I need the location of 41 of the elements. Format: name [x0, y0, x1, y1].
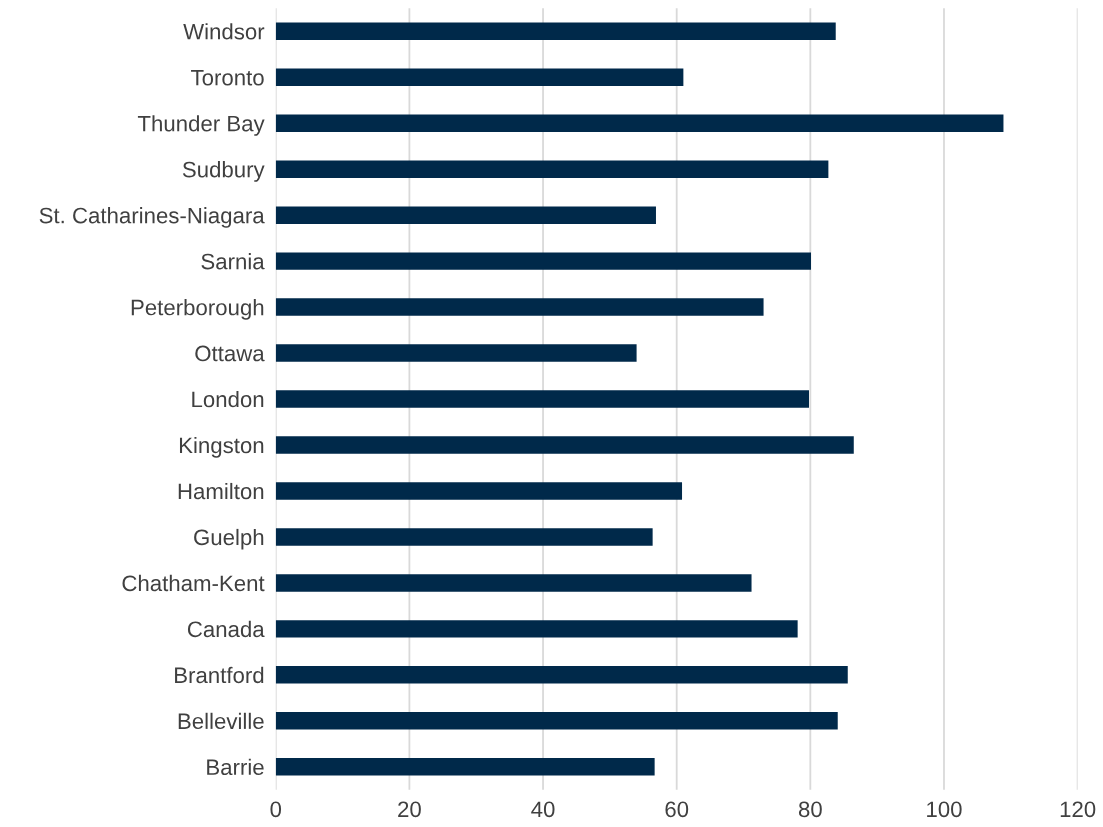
- bar: [275, 22, 836, 40]
- bar: [275, 390, 809, 408]
- y-tick-label: Chatham-Kent: [122, 574, 265, 592]
- bar: [275, 666, 848, 684]
- bar: [275, 68, 684, 86]
- x-tick-label: 20: [398, 801, 421, 818]
- bar: [275, 436, 854, 454]
- bar: [275, 206, 656, 224]
- bar: [275, 574, 752, 592]
- y-tick-label: Hamilton: [178, 482, 264, 500]
- x-tick-label: 60: [665, 801, 689, 818]
- y-tick-label: Sudbury: [182, 161, 265, 182]
- x-tick-label: 100: [927, 801, 962, 818]
- bar: [275, 114, 1004, 132]
- bar: [275, 298, 764, 316]
- y-tick-label: St. Catharines-Niagara: [39, 207, 265, 228]
- y-tick-label: Thunder Bay: [137, 115, 265, 136]
- y-tick-label: Brantford: [175, 666, 264, 684]
- y-tick-label: Windsor: [183, 23, 265, 40]
- y-tick-label: Canada: [187, 620, 265, 638]
- y-tick-label: Barrie: [207, 758, 264, 776]
- bar: [275, 252, 812, 270]
- x-tick-label: 120: [1060, 801, 1096, 818]
- bar: [275, 712, 838, 730]
- bar: [275, 528, 653, 546]
- bar: [275, 344, 637, 362]
- y-tick-label: Peterborough: [131, 299, 264, 320]
- y-tick-label: Guelph: [194, 528, 264, 550]
- bar: [275, 160, 829, 178]
- y-tick-label: Ottawa: [195, 345, 265, 362]
- x-tick-label: 0: [270, 801, 282, 818]
- y-tick-label: Toronto: [191, 69, 264, 86]
- x-tick-label: 80: [798, 801, 822, 818]
- y-tick-label: London: [192, 390, 264, 408]
- bar: [275, 758, 655, 776]
- bar: [275, 482, 683, 500]
- x-tick-label: 40: [531, 801, 555, 818]
- y-tick-label: Belleville: [178, 712, 264, 730]
- y-tick-label: Kingston: [179, 436, 264, 458]
- bar: [275, 620, 798, 638]
- y-tick-label: Sarnia: [201, 253, 265, 270]
